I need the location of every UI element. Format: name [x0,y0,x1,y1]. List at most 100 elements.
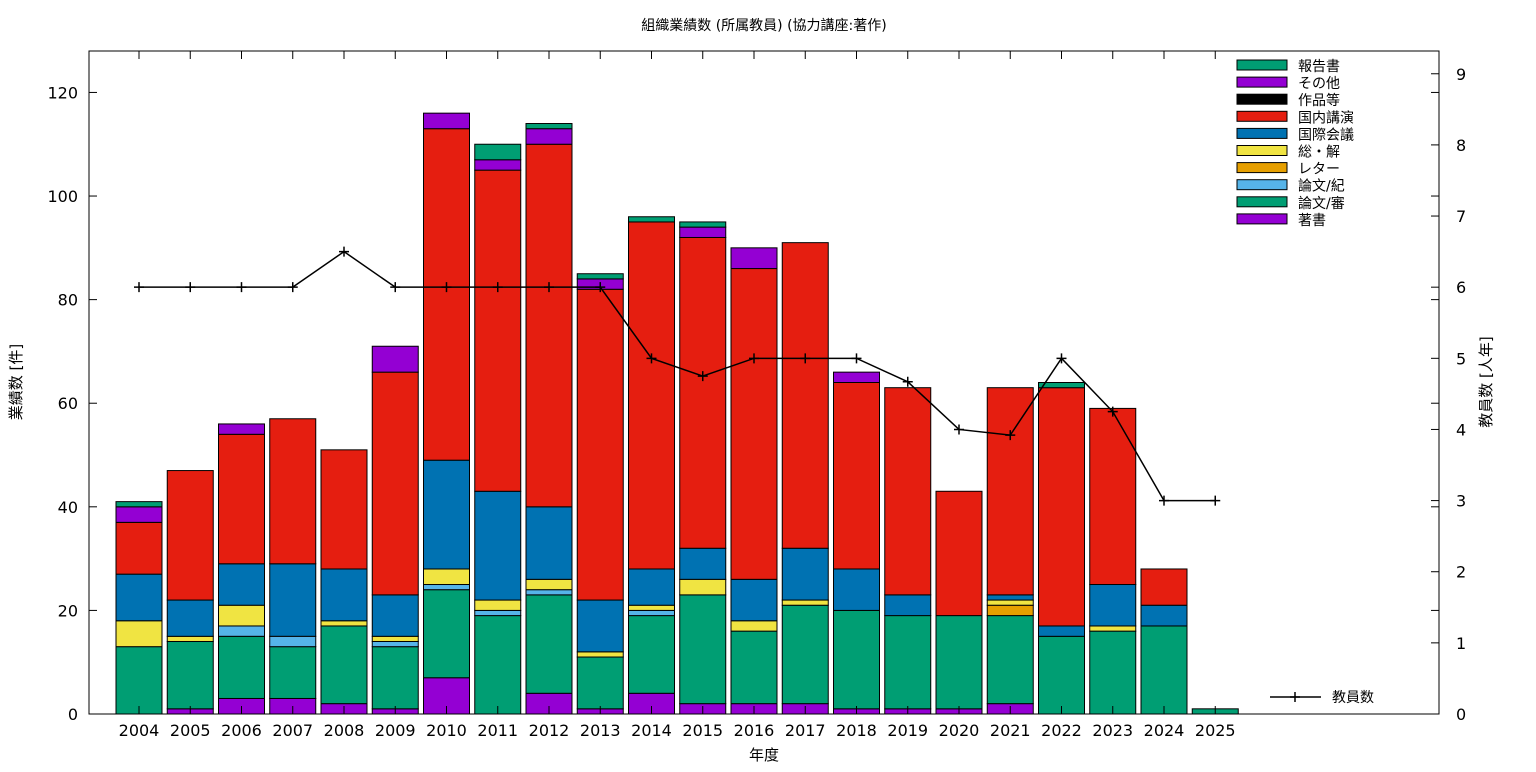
bar-2015-5 [679,547,727,580]
y2-tick-label-0: 0 [1456,705,1466,724]
y-tick-label-20: 20 [58,601,78,620]
bar-2007-1 [269,646,317,699]
bar-2018-1 [833,609,880,710]
bar-2015-6 [679,236,727,549]
x-tick-label-2015: 2015 [682,721,723,740]
bar-2024-5 [1140,604,1188,627]
y2-tick-label-1: 1 [1456,634,1466,653]
chart-title: 組織業績数 (所属教員) (協力講座:著作) [641,18,886,34]
line-point-2021 [1005,430,1016,441]
x-tick-label-2024: 2024 [1144,721,1185,740]
bar-2013-1 [576,656,624,710]
bar-2011-1 [474,615,522,715]
line-point-2004 [134,282,144,293]
y2-tick-label-3: 3 [1456,492,1466,511]
x-tick-label-2014: 2014 [631,721,672,740]
line-point-2012 [544,282,554,293]
y-tick-label-0: 0 [68,705,78,724]
legend-label-3: 国内講演 [1298,110,1354,126]
x-tick-label-2018: 2018 [836,721,877,740]
bar-2012-5 [525,506,573,580]
bar-2004-1 [115,646,163,715]
legend-label-line: 教員数 [1332,690,1374,706]
bar-2021-4 [986,599,1034,606]
bar-2008-6 [320,449,368,570]
legend-label-4: 国際会議 [1298,126,1354,143]
line-point-2010 [441,282,452,293]
bar-2010-8 [423,112,470,130]
bar-2009-4 [371,635,419,642]
x-tick-label-2022: 2022 [1041,721,1082,740]
bar-2016-6 [730,268,778,580]
bar-2018-5 [833,568,880,611]
bar-2009-6 [371,371,419,596]
x-tick-label-2017: 2017 [785,721,826,740]
bar-2004-6 [115,521,163,575]
line-point-2024 [1159,495,1169,506]
y2-tick-label-9: 9 [1456,65,1466,84]
bar-2013-4 [576,651,624,658]
bar-2011-8 [474,159,522,171]
x-tick-label-2009: 2009 [375,721,416,740]
line-point-2007 [287,282,298,293]
bar-2010-1 [423,589,470,679]
bar-2022-1 [1038,635,1085,715]
bar-2019-1 [884,615,932,710]
bar-2009-5 [371,594,419,637]
bar-2004-9 [115,501,163,508]
x-tick-label-2025: 2025 [1195,721,1236,740]
y-tick-label-40: 40 [58,498,78,517]
legend-swatch-6 [1236,162,1288,174]
bar-2012-4 [525,578,573,591]
bar-2020-6 [935,490,983,617]
x-tick-label-2012: 2012 [529,721,570,740]
bar-2005-1 [166,640,214,710]
bar-2014-6 [628,221,675,570]
y2-tick-label-7: 7 [1456,207,1466,226]
bar-2004-5 [115,573,163,622]
bar-2006-1 [218,635,265,699]
y2-tick-label-4: 4 [1456,420,1466,439]
y2-tick-label-2: 2 [1456,563,1466,582]
bar-2024-6 [1140,568,1188,606]
bar-2019-5 [884,594,932,617]
bar-2016-4 [730,620,778,632]
legend-swatch-0 [1236,59,1288,71]
line-point-2017 [800,353,811,364]
line-point-2005 [185,282,196,293]
bar-2024-1 [1140,625,1188,715]
y-tick-label-80: 80 [58,291,78,310]
bar-2012-1 [525,594,573,694]
bar-2015-4 [679,578,727,596]
x-tick-label-2019: 2019 [887,721,928,740]
bar-2017-5 [781,547,829,601]
bar-2012-6 [525,143,573,508]
line-教員数 [139,250,1216,502]
x-tick-label-2004: 2004 [119,721,160,740]
y2-tick-label-6: 6 [1456,278,1466,297]
bar-2023-6 [1089,407,1137,586]
line-point-2016 [749,353,759,364]
x-tick-label-2008: 2008 [324,721,365,740]
line-point-2008 [339,246,349,257]
bar-2011-6 [474,169,522,492]
bar-2014-5 [628,568,675,606]
y-tick-label-60: 60 [58,394,78,413]
line-layer [134,246,1221,506]
x-tick-label-2005: 2005 [170,721,211,740]
legend-swatch-4 [1236,127,1288,139]
bar-2021-6 [986,387,1034,596]
y2-axis-title: 教員数 [人年] [1477,336,1495,427]
bar-2014-2 [628,609,675,617]
bar-2015-9 [679,221,727,228]
legend-line-marker [1290,692,1300,702]
bar-2016-1 [730,630,778,705]
bar-2015-1 [679,594,727,705]
bar-2018-8 [833,371,880,383]
axes-layer: 0 20 40 60 80 100 120 0 1 2 3 4 5 6 7 8 9 2004 2005 2006 200… [47,50,1466,740]
bar-2006-4 [218,604,265,627]
y2-tick-label-5: 5 [1456,349,1466,368]
line-point-2018 [851,353,862,364]
bar-2022-9 [1038,382,1085,389]
